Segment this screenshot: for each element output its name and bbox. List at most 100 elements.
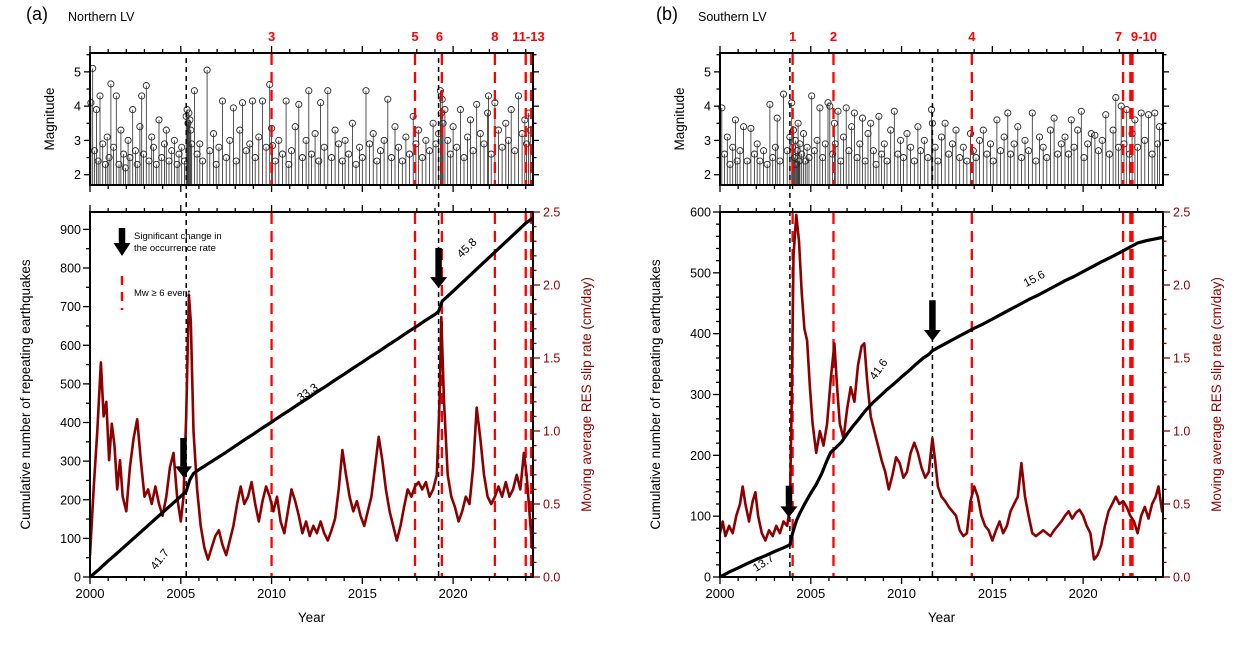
stem-circle (409, 112, 417, 120)
left-tick-label: 200 (690, 449, 711, 463)
stem-circle (222, 154, 230, 162)
magnitude-tick-label: 5 (704, 65, 711, 79)
stem-circle (170, 136, 178, 144)
stem-circle (1134, 143, 1142, 151)
stem-circle (793, 147, 801, 155)
stem-circle (766, 100, 774, 108)
magnitude-tick-label: 5 (74, 65, 81, 79)
stem-circle (149, 143, 158, 151)
stem-circle (484, 109, 492, 117)
slip-rate-curve (90, 293, 533, 561)
stem-circle (880, 140, 888, 148)
left-tick-label: 500 (60, 377, 81, 391)
stem-circle (103, 133, 111, 141)
mw6-event-number: 6 (436, 29, 443, 44)
stem-circle (324, 87, 332, 95)
arrow-head (780, 506, 798, 518)
stem-circle (117, 126, 125, 134)
right-tick-label: 0.0 (1173, 571, 1190, 585)
stem-circle (760, 147, 768, 155)
stem-circle (112, 92, 120, 100)
stem-circle (972, 154, 980, 162)
mw6-event-number: 4 (968, 29, 976, 44)
stem-circle (937, 133, 946, 141)
stem-circle (366, 140, 374, 148)
mw6-event-number: 2 (830, 29, 837, 44)
stem-circle (317, 99, 325, 107)
left-tick-label: 400 (60, 416, 81, 430)
stem-circle (903, 130, 911, 138)
stem-circle (897, 136, 905, 144)
stem-circle (803, 143, 811, 151)
x-tick-label: 2015 (348, 586, 377, 601)
right-tick-label: 0.5 (543, 498, 560, 512)
stem-circle (155, 116, 163, 124)
mw6-event-number: 9-10 (1131, 29, 1157, 44)
stem-circle (1039, 143, 1047, 151)
stem-circle (1061, 133, 1069, 141)
main-plot-frame (89, 211, 534, 578)
x-tick-label: 2000 (706, 586, 735, 601)
stem-circle (753, 140, 761, 148)
stem-circle (298, 154, 306, 162)
x-tick-label: 2005 (166, 586, 195, 601)
right-axis-title: Moving average RES slip rate (cm/day) (579, 277, 594, 512)
stem-circle (956, 154, 964, 162)
stem-circle (498, 143, 506, 151)
stem-circle (439, 119, 447, 127)
stem-circle (989, 157, 997, 165)
stem-circle (1014, 123, 1022, 131)
stem-circle (805, 154, 813, 162)
stem-circle (839, 133, 848, 141)
stem-circle (398, 157, 406, 165)
stem-circle (356, 143, 364, 151)
stem-circle (405, 150, 414, 158)
stem-circle (966, 130, 975, 138)
ticks (83, 46, 539, 584)
stem-circle (242, 147, 250, 155)
stem-circle (173, 160, 181, 168)
legend-arrow-text-2: the occurrence rate (134, 243, 216, 254)
mw6-event-number: 7 (1115, 29, 1122, 44)
stem-circle (1017, 154, 1025, 162)
stem-circle (307, 150, 316, 158)
stem-circle (484, 92, 493, 100)
stem-circle (444, 136, 452, 144)
mw6-event-number: 1 (789, 29, 796, 44)
mw6-event-number: 8 (491, 29, 498, 44)
stem-circle (928, 119, 936, 127)
stem-circle (376, 147, 385, 155)
stem-circle (1141, 136, 1149, 144)
left-tick-label: 800 (60, 262, 81, 276)
right-axis-title: Moving average RES slip rate (cm/day) (1209, 277, 1224, 512)
stem-circle (1004, 109, 1012, 117)
stem-circle (1000, 133, 1008, 141)
stem-circle (380, 136, 388, 144)
right-tick-label: 1.0 (1173, 425, 1190, 439)
right-tick-label: 0.0 (543, 571, 560, 585)
stem-circle (203, 66, 211, 74)
stem-circle (186, 116, 194, 124)
stem-circle (320, 143, 328, 151)
stem-circle (952, 126, 960, 134)
stem-circle (453, 143, 461, 151)
stem-circle (1144, 111, 1153, 119)
stem-circle (1112, 94, 1120, 102)
stem-circle (514, 92, 523, 100)
stem-circle (756, 157, 764, 165)
stem-circle (287, 147, 296, 155)
left-tick-label: 100 (60, 532, 81, 546)
stem-circle (920, 136, 928, 144)
magnitude-tick-label: 3 (704, 134, 711, 148)
rate-change-arrows (780, 300, 941, 518)
left-tick-label: 600 (690, 206, 711, 220)
stem-circle (808, 92, 816, 100)
ticks (713, 46, 1169, 584)
stem-circle (869, 147, 877, 155)
rate-change-arrows (175, 247, 448, 478)
stem-circle (302, 136, 310, 144)
stem-circle (1010, 140, 1018, 148)
